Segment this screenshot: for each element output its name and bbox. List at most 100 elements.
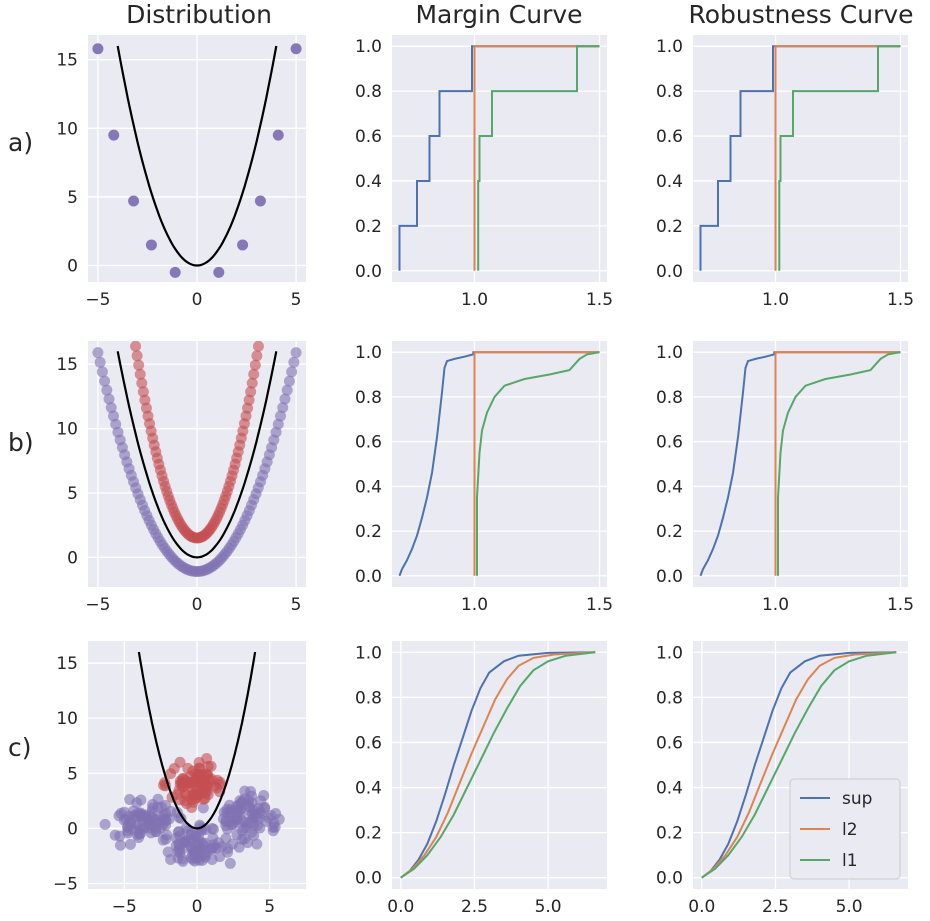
y-tick-label: 0.4 bbox=[656, 477, 683, 497]
panel-a-margin: 1.0 1.5 0.0 0.2 0.4 0.6 0.8 1.0 bbox=[355, 35, 613, 310]
series-line-l1 bbox=[777, 351, 901, 576]
scatter-point-class-b bbox=[131, 350, 143, 362]
x-tick-label: 5.0 bbox=[535, 897, 562, 917]
y-tick-label: 0.0 bbox=[355, 869, 382, 889]
x-tick-label: 1.0 bbox=[762, 290, 789, 310]
panel-background bbox=[392, 341, 607, 587]
y-tick-label: 5 bbox=[67, 188, 78, 208]
scatter-point-class-a bbox=[160, 815, 172, 827]
y-tick-label: 0 bbox=[67, 548, 78, 568]
y-tick-label: 10 bbox=[56, 420, 78, 440]
scatter-point-class-a bbox=[206, 842, 218, 854]
scatter-point-class-a bbox=[213, 266, 225, 278]
scatter-point-class-a bbox=[187, 853, 199, 865]
series-line-l1 bbox=[477, 45, 600, 271]
scatter-point-class-a bbox=[288, 356, 300, 368]
y-tick-label: 0.2 bbox=[656, 522, 683, 542]
y-tick-label: 0.4 bbox=[355, 477, 382, 497]
panel-background bbox=[693, 341, 908, 587]
scatter-point-class-b bbox=[246, 377, 258, 389]
column-titles: Distribution Margin Curve Robustness Cur… bbox=[126, 0, 913, 29]
scatter-point-class-a bbox=[240, 798, 252, 810]
scatter-point-class-b bbox=[168, 762, 180, 774]
y-tick-label: 15 bbox=[56, 654, 78, 674]
scatter-point-class-a bbox=[96, 366, 108, 378]
scatter-point-class-a bbox=[221, 807, 233, 819]
y-tick-label: 1.0 bbox=[656, 37, 683, 57]
series-line-sup bbox=[398, 351, 600, 577]
scatter-point-class-b bbox=[173, 784, 185, 796]
y-tick-label: 0.2 bbox=[355, 217, 382, 237]
y-tick-label: 1.0 bbox=[355, 643, 382, 663]
scatter-point-class-b bbox=[136, 377, 148, 389]
scatter-point-class-a bbox=[283, 375, 295, 387]
x-tick-label: 1.5 bbox=[887, 290, 914, 310]
legend-frame bbox=[789, 778, 901, 880]
scatter-point-class-a bbox=[275, 410, 287, 422]
scatter-point-class-b bbox=[188, 789, 200, 801]
title-margin-curve: Margin Curve bbox=[415, 0, 582, 29]
row-label-b: b) bbox=[8, 428, 34, 457]
y-tick-label: 0.2 bbox=[656, 824, 683, 844]
decision-boundary bbox=[116, 45, 278, 267]
y-tick-label: 0.0 bbox=[355, 567, 382, 587]
scatter-point-class-a bbox=[290, 347, 302, 359]
plot-area bbox=[92, 43, 302, 278]
scatter-point-class-a bbox=[229, 813, 241, 825]
y-tick-label: 0.6 bbox=[656, 733, 683, 753]
x-tick-label: 0.0 bbox=[688, 897, 715, 917]
y-tick-label: 0.0 bbox=[656, 869, 683, 889]
scatter-point-class-a bbox=[105, 402, 117, 414]
plot-area bbox=[92, 341, 302, 578]
panel-b-distribution: −5 0 5 0 5 10 15 bbox=[56, 341, 306, 615]
y-tick-label: 0.6 bbox=[355, 127, 382, 147]
y-tick-label: 1.0 bbox=[656, 343, 683, 363]
panel-c-robustness: 0.0 2.5 5.0 0.0 0.2 0.4 0.6 0.8 1.0 sup l2 l1 bbox=[656, 641, 908, 917]
scatter-point-class-a bbox=[103, 393, 115, 405]
series-line-l2 bbox=[473, 45, 600, 271]
x-tick-label: 5 bbox=[264, 897, 275, 917]
scatter-point-class-b bbox=[251, 350, 263, 362]
y-tick-label: 0.0 bbox=[355, 262, 382, 282]
scatter-point-class-a bbox=[187, 845, 199, 857]
panel-c-margin: 0.0 2.5 5.0 0.0 0.2 0.4 0.6 0.8 1.0 bbox=[355, 641, 607, 917]
scatter-point-class-a bbox=[220, 832, 232, 844]
scatter-point-class-a bbox=[207, 832, 219, 844]
scatter-point-class-a bbox=[114, 830, 126, 842]
title-robustness-curve: Robustness Curve bbox=[688, 0, 913, 29]
y-tick-label: 0 bbox=[67, 819, 78, 839]
y-tick-label: 0.4 bbox=[656, 779, 683, 799]
scatter-point-class-a bbox=[156, 801, 168, 813]
series-line-l2 bbox=[701, 651, 897, 879]
y-tick-label: 0.8 bbox=[355, 688, 382, 708]
scatter-point-class-a bbox=[248, 829, 260, 841]
scatter-point-class-b bbox=[130, 341, 142, 352]
decision-boundary bbox=[116, 351, 278, 559]
scatter-point-class-a bbox=[161, 829, 173, 841]
scatter-point-class-a bbox=[114, 839, 126, 851]
decision-boundary bbox=[137, 651, 257, 830]
x-tick-label: 1.0 bbox=[461, 595, 488, 615]
scatter-point-class-a bbox=[246, 807, 258, 819]
plot-area bbox=[699, 351, 901, 577]
x-tick-label: 2.5 bbox=[461, 897, 488, 917]
plot-area bbox=[701, 651, 897, 879]
series-line-l2 bbox=[400, 651, 596, 879]
panel-a-distribution: −5 0 5 0 5 10 15 bbox=[56, 35, 306, 310]
y-tick-label: 5 bbox=[67, 484, 78, 504]
x-tick-label: 5.0 bbox=[836, 897, 863, 917]
scatter-point-class-a bbox=[290, 43, 302, 55]
row-labels: a) b) c) bbox=[8, 128, 34, 762]
scatter-point-class-b bbox=[137, 386, 149, 398]
scatter-point-class-b bbox=[243, 394, 255, 406]
x-tick-label: 2.5 bbox=[762, 897, 789, 917]
y-tick-label: 1.0 bbox=[355, 37, 382, 57]
y-tick-label: 0.4 bbox=[355, 779, 382, 799]
scatter-point-class-b bbox=[252, 341, 264, 352]
scatter-point-class-a bbox=[133, 824, 145, 836]
panel-b-robustness: 1.0 1.5 0.0 0.2 0.4 0.6 0.8 1.0 bbox=[656, 341, 914, 615]
scatter-point-class-a bbox=[255, 795, 267, 807]
scatter-point-class-a bbox=[196, 854, 208, 866]
scatter-point-class-a bbox=[172, 845, 184, 857]
scatter-point-class-b bbox=[208, 780, 220, 792]
